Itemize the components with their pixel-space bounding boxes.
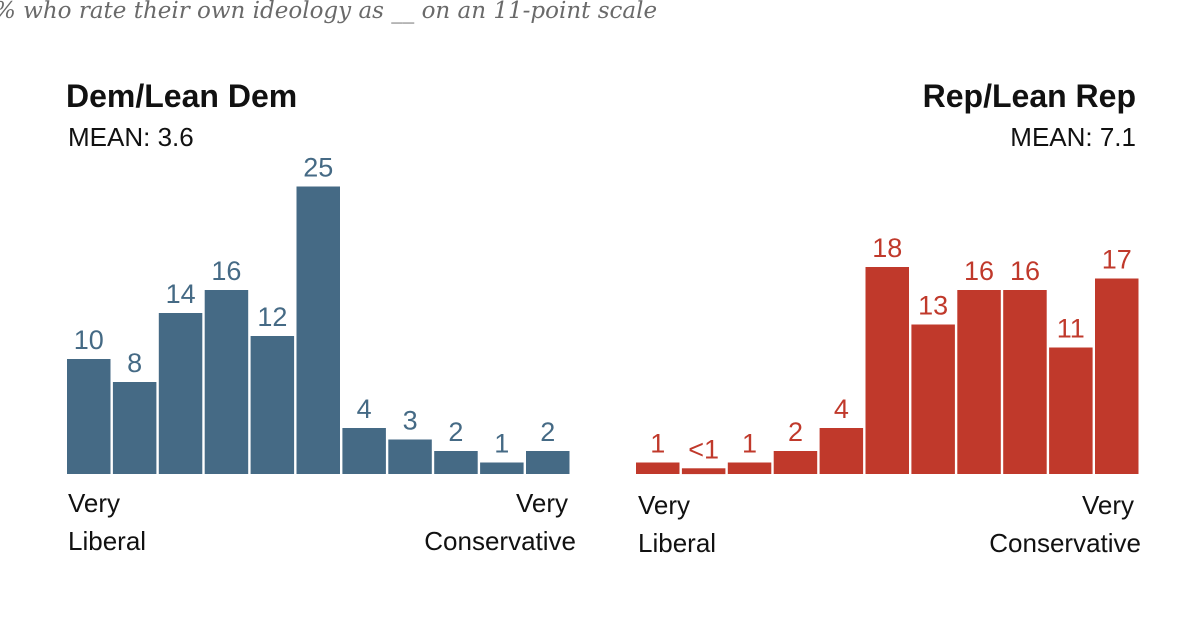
x-right-label-dem-line2: Conservative: [424, 526, 576, 556]
value-label-rep-7: 16: [964, 256, 994, 286]
value-label-rep-3: 2: [788, 417, 803, 447]
bar-dem-8: [434, 451, 478, 474]
bar-rep-0: [636, 462, 680, 474]
value-label-dem-4: 12: [257, 302, 287, 332]
x-left-label-rep-line1: Very: [638, 490, 690, 520]
bar-rep-9: [1049, 347, 1093, 474]
bar-dem-10: [526, 451, 570, 474]
value-label-rep-2: 1: [742, 429, 757, 459]
bar-dem-0: [67, 359, 111, 474]
bar-rep-7: [957, 290, 1001, 474]
value-label-rep-8: 16: [1010, 256, 1040, 286]
bar-dem-3: [204, 290, 249, 474]
bar-dem-2: [158, 313, 203, 474]
x-left-label-dem-line2: Liberal: [68, 526, 146, 556]
mean-label-rep: MEAN: 7.1: [1010, 122, 1136, 152]
bar-rep-2: [727, 462, 772, 474]
value-label-dem-10: 2: [540, 417, 555, 447]
value-label-rep-9: 11: [1057, 314, 1085, 344]
value-label-dem-7: 3: [403, 406, 418, 436]
value-label-dem-3: 16: [211, 256, 241, 286]
value-label-dem-8: 2: [448, 417, 463, 447]
panel-title-dem: Dem/Lean Dem: [66, 78, 297, 114]
bar-rep-10: [1095, 278, 1139, 474]
mean-label-dem: MEAN: 3.6: [68, 122, 194, 152]
bar-dem-1: [112, 382, 157, 474]
value-label-rep-10: 17: [1102, 245, 1132, 275]
bar-rep-8: [1003, 290, 1047, 474]
value-labels-rep: 1 <1 1 2 4 18 13 16 16 11 17: [650, 233, 1132, 464]
bar-dem-5: [296, 186, 340, 474]
value-label-rep-1: <1: [688, 434, 719, 464]
value-label-dem-6: 4: [357, 394, 372, 424]
bar-dem-6: [342, 428, 386, 474]
bars-rep: [636, 267, 1139, 475]
value-label-dem-0: 10: [74, 325, 104, 355]
panel-title-rep: Rep/Lean Rep: [923, 78, 1136, 114]
bar-rep-5: [865, 267, 909, 474]
x-left-label-rep-line2: Liberal: [638, 528, 716, 558]
bar-rep-1: [681, 468, 726, 475]
value-label-rep-0: 1: [650, 429, 665, 459]
bar-rep-3: [773, 451, 818, 474]
bars-dem: [67, 186, 570, 474]
x-right-label-rep-line2: Conservative: [989, 528, 1141, 558]
value-label-dem-9: 1: [494, 429, 509, 459]
bar-dem-7: [388, 439, 432, 474]
bar-rep-4: [819, 428, 864, 474]
value-label-rep-6: 13: [918, 291, 948, 321]
bar-dem-9: [480, 462, 524, 474]
value-label-dem-1: 8: [127, 348, 142, 378]
bar-rep-6: [911, 324, 955, 474]
x-right-label-dem-line1: Very: [516, 488, 568, 518]
value-label-dem-2: 14: [166, 279, 196, 309]
value-label-rep-4: 4: [834, 394, 849, 424]
value-label-dem-5: 25: [303, 153, 333, 183]
x-left-label-dem-line1: Very: [68, 488, 120, 518]
bar-dem-4: [250, 336, 295, 474]
x-right-label-rep-line1: Very: [1082, 490, 1134, 520]
chart-subtitle: % who rate their own ideology as __ on a…: [0, 0, 657, 24]
value-label-rep-5: 18: [872, 233, 902, 263]
